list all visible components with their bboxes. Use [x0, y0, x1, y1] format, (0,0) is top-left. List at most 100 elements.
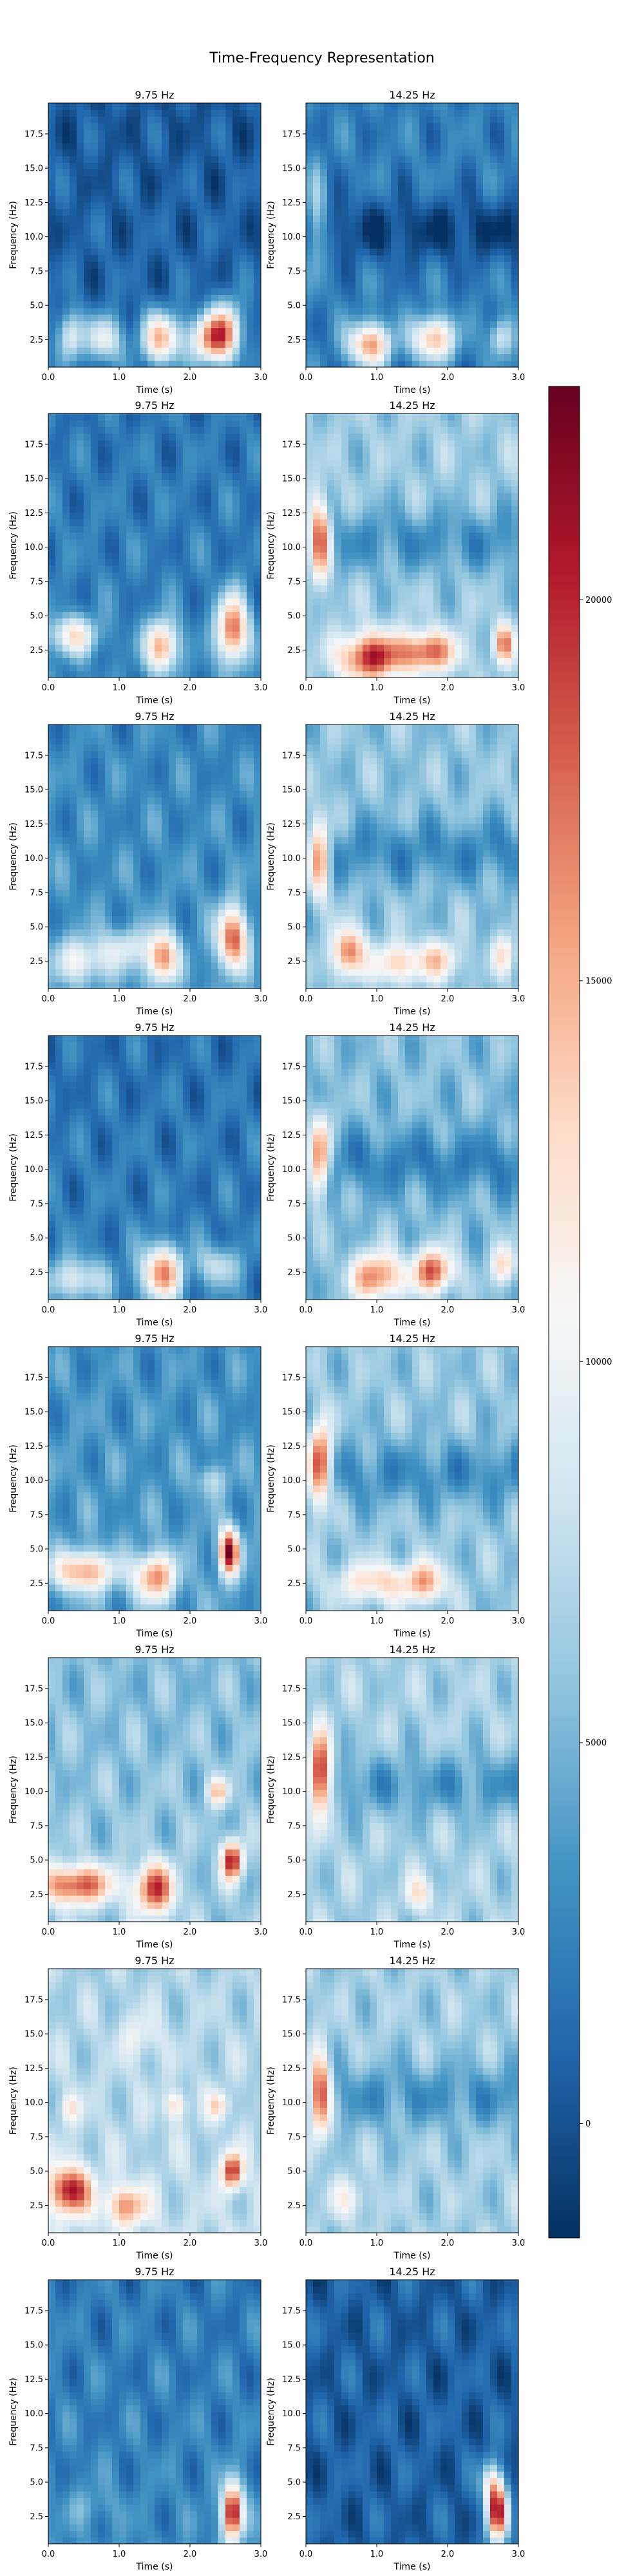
heatmap-cell: [197, 512, 205, 520]
heatmap-cell: [126, 611, 134, 619]
heatmap-cell: [225, 327, 233, 335]
heatmap-cell: [55, 552, 63, 560]
heatmap-cell: [405, 538, 413, 546]
heatmap-cell: [176, 103, 184, 110]
heatmap-cell: [70, 618, 77, 625]
heatmap-cell: [433, 136, 441, 144]
heatmap-cell: [147, 222, 155, 229]
heatmap-cell: [384, 479, 392, 487]
heatmap-cell: [105, 459, 113, 467]
y-tick-label: 7.5: [30, 577, 43, 587]
heatmap-cell: [363, 578, 370, 586]
heatmap-cell: [384, 254, 392, 262]
heatmap-cell: [197, 182, 205, 189]
heatmap-cell: [183, 261, 191, 269]
heatmap-cell: [48, 658, 56, 665]
heatmap-cell: [363, 479, 370, 487]
heatmap-cell: [405, 644, 413, 652]
heatmap-cell: [105, 228, 113, 236]
heatmap-cell: [232, 558, 240, 566]
heatmap-cell: [313, 578, 321, 586]
heatmap-cell: [455, 532, 462, 540]
heatmap-cell: [419, 558, 427, 566]
heatmap-cell: [405, 466, 413, 473]
heatmap-cell: [119, 459, 127, 467]
heatmap-cell: [98, 538, 106, 546]
heatmap-cell: [327, 493, 335, 500]
heatmap-cell: [355, 538, 363, 546]
heatmap-cell: [455, 538, 462, 546]
heatmap-cell: [412, 327, 420, 335]
heatmap-cell: [254, 129, 261, 137]
heatmap-cell: [455, 347, 462, 355]
heatmap-cell: [91, 242, 99, 249]
heatmap-cell: [119, 109, 127, 117]
heatmap-cell: [62, 195, 70, 203]
heatmap-cell: [147, 591, 155, 599]
heatmap-cell: [105, 274, 113, 282]
heatmap-cell: [398, 109, 406, 117]
heatmap-cell: [190, 538, 198, 546]
heatmap-cell: [225, 268, 233, 276]
heatmap-cell: [490, 235, 498, 242]
heatmap-cell: [370, 156, 377, 163]
heatmap-cell: [440, 334, 448, 341]
heatmap-cell: [398, 598, 406, 605]
heatmap-cell: [348, 644, 356, 652]
heatmap-cell: [169, 314, 176, 321]
heatmap-cell: [419, 545, 427, 553]
heatmap-cell: [426, 242, 434, 249]
heatmap-cell: [62, 341, 70, 348]
heatmap-cell: [211, 347, 219, 355]
heatmap-cell: [240, 116, 247, 124]
heatmap-cell: [440, 321, 448, 328]
heatmap-cell: [98, 598, 106, 605]
heatmap-cell: [183, 103, 191, 110]
heatmap-cell: [398, 169, 406, 176]
heatmap-cell: [511, 578, 519, 586]
heatmap-cell: [197, 261, 205, 269]
heatmap-cell: [440, 486, 448, 493]
heatmap-cell: [511, 459, 519, 467]
heatmap-cell: [62, 605, 70, 612]
heatmap-cell: [140, 162, 148, 170]
heatmap-cell: [62, 347, 70, 355]
heatmap-cell: [348, 294, 356, 302]
heatmap-cell: [398, 532, 406, 540]
heatmap-cell: [469, 274, 477, 282]
heatmap-cell: [204, 109, 212, 117]
heatmap-cell: [225, 572, 233, 579]
heatmap-cell: [91, 658, 99, 665]
heatmap-cell: [391, 235, 399, 242]
heatmap-cell: [483, 116, 491, 124]
heatmap-cell: [98, 169, 106, 176]
heatmap-cell: [398, 228, 406, 236]
heatmap-cell: [412, 558, 420, 566]
heatmap-cell: [247, 360, 254, 368]
heatmap-cell: [77, 116, 84, 124]
heatmap-cell: [133, 354, 141, 361]
heatmap-cell: [433, 360, 441, 368]
heatmap-cell: [91, 222, 99, 229]
heatmap-cell: [169, 670, 176, 678]
heatmap-cell: [55, 103, 63, 110]
heatmap-cell: [462, 116, 469, 124]
heatmap-cell: [119, 248, 127, 256]
heatmap-cell: [398, 222, 406, 229]
heatmap-cell: [112, 261, 120, 269]
heatmap-cell: [504, 341, 512, 348]
heatmap-cell: [254, 169, 261, 176]
heatmap-cell: [62, 321, 70, 328]
heatmap-cell: [363, 426, 370, 434]
heatmap-cell: [455, 195, 462, 203]
heatmap-cell: [306, 453, 314, 460]
heatmap-cell: [384, 506, 392, 513]
heatmap-cell: [140, 446, 148, 454]
heatmap-cell: [119, 228, 127, 236]
heatmap-cell: [119, 156, 127, 163]
heatmap-cell: [105, 611, 113, 619]
heatmap-cell: [98, 446, 106, 454]
heatmap-cell: [391, 294, 399, 302]
heatmap-cell: [133, 473, 141, 480]
heatmap-cell: [455, 248, 462, 256]
